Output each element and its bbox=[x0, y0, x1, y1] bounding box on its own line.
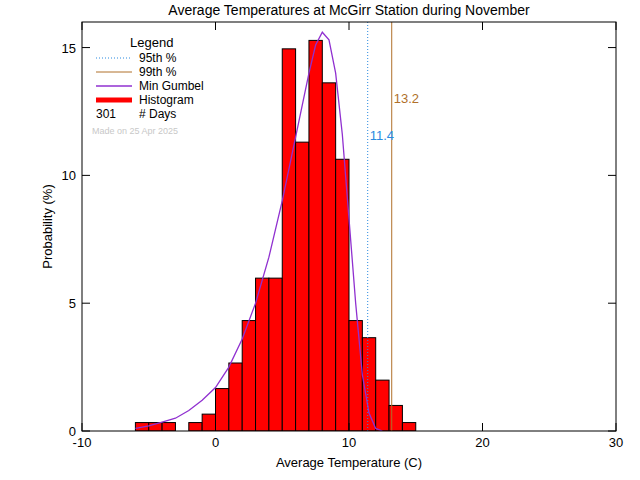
histogram-bar bbox=[349, 321, 362, 431]
histogram-bar bbox=[216, 389, 229, 431]
y-tick bbox=[82, 431, 90, 432]
legend-swatch bbox=[96, 85, 132, 86]
percentile-line bbox=[367, 22, 368, 431]
histogram-bar bbox=[389, 405, 402, 431]
y-tick-label: 0 bbox=[69, 424, 76, 439]
background bbox=[0, 0, 640, 480]
x-tick-label: 20 bbox=[475, 435, 489, 450]
x-tick-label: 30 bbox=[609, 435, 623, 450]
y-tick bbox=[608, 303, 616, 304]
title: Average Temperatures at McGirr Station d… bbox=[168, 2, 530, 18]
legend-label: 95th % bbox=[139, 51, 177, 65]
histogram-bar bbox=[282, 49, 295, 431]
x-tick bbox=[215, 22, 216, 30]
legend-label: 99th % bbox=[139, 65, 177, 79]
plot-area bbox=[135, 22, 415, 431]
legend-title: Legend bbox=[130, 35, 173, 50]
chart: 11.413.2-100102030051015Average Temperat… bbox=[0, 0, 640, 480]
histogram-bar bbox=[256, 278, 269, 431]
percentile-label: 13.2 bbox=[394, 91, 419, 106]
x-tick bbox=[616, 423, 617, 431]
histogram-bar bbox=[296, 142, 309, 431]
y-axis-label: Probability (%) bbox=[40, 184, 55, 269]
x-tick bbox=[482, 22, 483, 30]
annotation: Made on 25 Apr 2025 bbox=[92, 126, 178, 136]
legend-swatch bbox=[96, 72, 132, 73]
days-count: 301 bbox=[96, 107, 116, 121]
gumbel-line bbox=[135, 32, 382, 431]
y-tick bbox=[608, 431, 616, 432]
legend-swatch bbox=[96, 58, 132, 59]
y-tick bbox=[608, 175, 616, 176]
y-tick bbox=[608, 47, 616, 48]
plot-frame bbox=[82, 22, 616, 431]
histogram-bar bbox=[189, 423, 202, 431]
y-tick bbox=[82, 303, 90, 304]
days-label: # Days bbox=[139, 107, 176, 121]
histogram-bar bbox=[162, 423, 175, 431]
y-tick-label: 5 bbox=[69, 296, 76, 311]
percentile-line bbox=[391, 22, 392, 431]
x-tick bbox=[349, 22, 350, 30]
y-tick bbox=[82, 47, 90, 48]
x-tick bbox=[616, 22, 617, 30]
y-tick-label: 15 bbox=[62, 41, 76, 56]
legend-swatch bbox=[96, 98, 132, 103]
histogram-bar bbox=[202, 414, 215, 431]
x-tick bbox=[482, 423, 483, 431]
y-tick-label: 10 bbox=[62, 168, 76, 183]
histogram-bar bbox=[376, 380, 389, 431]
x-tick bbox=[82, 423, 83, 431]
x-tick-label: 10 bbox=[342, 435, 356, 450]
percentile-label: 11.4 bbox=[370, 128, 394, 143]
x-axis-label: Average Temperature (C) bbox=[276, 455, 422, 470]
legend-label: Min Gumbel bbox=[139, 79, 204, 93]
legend: Legend95th %99th %Min GumbelHistogram 301… bbox=[92, 35, 204, 136]
y-tick bbox=[82, 175, 90, 176]
histogram-bar bbox=[229, 363, 242, 431]
x-tick bbox=[82, 22, 83, 30]
histogram-bar bbox=[322, 83, 335, 431]
x-tick bbox=[215, 423, 216, 431]
histogram-bar bbox=[269, 278, 282, 431]
histogram-bar bbox=[242, 321, 255, 431]
legend-label: Histogram bbox=[139, 93, 194, 107]
histogram-bar bbox=[309, 40, 322, 431]
x-tick-label: 0 bbox=[212, 435, 219, 450]
histogram-bar bbox=[402, 423, 415, 431]
x-tick bbox=[349, 423, 350, 431]
